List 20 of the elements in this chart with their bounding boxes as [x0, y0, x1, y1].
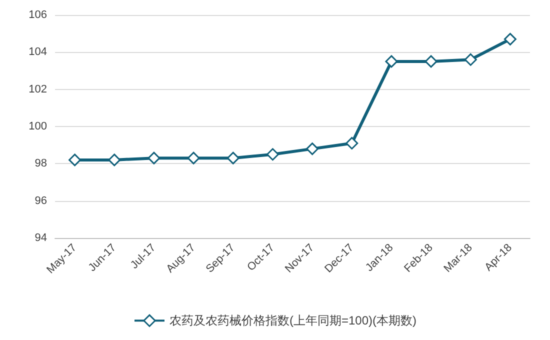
legend-label: 农药及农药械价格指数(上年同期=100)(本期数): [169, 314, 417, 328]
point: [346, 136, 358, 150]
point: [68, 154, 82, 166]
point: [385, 55, 398, 68]
point: [187, 152, 200, 164]
y-tick-label: 102: [28, 83, 47, 96]
point: [266, 148, 279, 161]
y-tick-label: 106: [28, 9, 47, 21]
y-tick-label: 98: [34, 158, 47, 170]
point: [148, 152, 160, 164]
point: [226, 152, 240, 164]
y-tick-label: 94: [34, 232, 47, 244]
point: [464, 53, 477, 66]
point: [306, 142, 319, 156]
y-tick-label: 100: [28, 120, 47, 132]
y-tick-label: 104: [28, 46, 47, 58]
y-tick-label: 96: [34, 194, 47, 207]
point: [424, 55, 438, 68]
point: [108, 154, 121, 166]
point: [504, 32, 516, 46]
